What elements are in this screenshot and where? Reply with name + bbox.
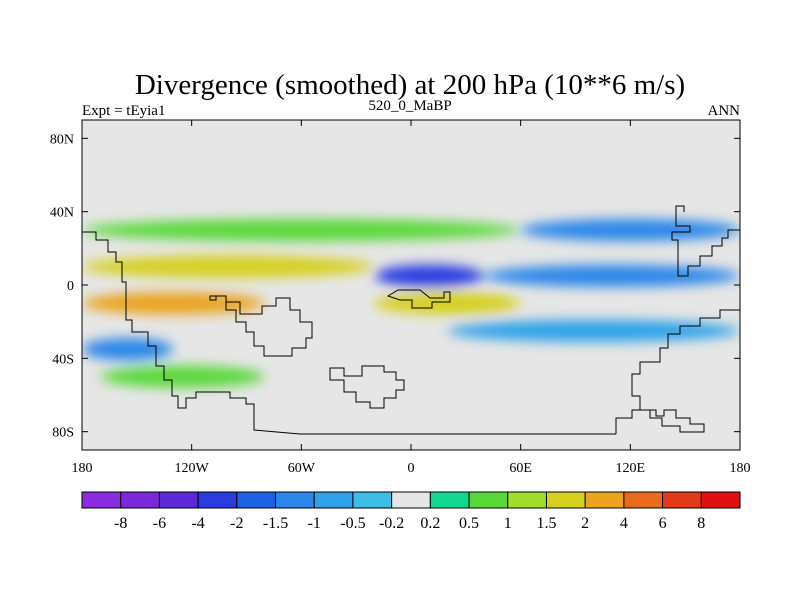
coast-southern-landmass: [329, 365, 405, 409]
colorbar-swatch: [120, 491, 160, 509]
colorbar-swatch: [507, 491, 547, 509]
x-tick-label: 0: [408, 461, 415, 476]
colorbar-level-label: 0.2: [420, 515, 440, 532]
colorbar-level-label: -1.5: [263, 515, 288, 532]
field-band-7: [374, 292, 521, 315]
field-band-4: [374, 264, 485, 287]
y-tick-label: 0: [67, 279, 74, 294]
colorbar-swatch: [429, 491, 470, 509]
colorbar-level-label: 4: [620, 515, 628, 532]
field-band-6: [82, 292, 265, 315]
coast-maritime-australia: [615, 309, 740, 434]
x-tick-label: 60E: [509, 461, 532, 476]
field-band-9: [82, 338, 174, 361]
x-tick-label: 180: [72, 461, 93, 476]
colorbar-level-label: -6: [153, 515, 166, 532]
x-tick-label: 180: [730, 461, 751, 476]
experiment-label: Expt = tEyia1: [82, 103, 165, 119]
colorbar-level-label: 8: [697, 515, 705, 532]
colorbar-level-label: 0.5: [459, 515, 479, 532]
field-band-8: [447, 319, 740, 342]
colorbar-level-label: 6: [659, 515, 667, 532]
field-band-2: [520, 219, 740, 241]
colorbar-level-label: 1.5: [536, 515, 556, 532]
x-tick-label: 60W: [288, 461, 316, 476]
field-band-10: [100, 365, 265, 388]
colorbar-level-label: -2: [230, 515, 243, 532]
colorbar-level-label: -1: [308, 515, 321, 532]
colorbar-swatch: [391, 491, 431, 509]
colorbar-swatch: [468, 491, 509, 509]
x-axis: 180 120W 60W 0 60E 120E 180: [72, 120, 751, 476]
colorbar-swatch: [623, 491, 664, 509]
y-tick-label: 40S: [52, 352, 74, 367]
colorbar-level-label: 2: [581, 515, 589, 532]
chart-title: Divergence (smoothed) at 200 hPa (10**6 …: [135, 69, 685, 101]
colorbar-swatch: [700, 491, 741, 509]
colorbar-swatch: [236, 491, 277, 509]
field-band-1: [82, 219, 521, 241]
colorbar-swatch: [545, 491, 586, 509]
y-tick-label: 40N: [50, 206, 74, 221]
x-tick-label: 120W: [175, 461, 210, 476]
y-tick-label: 80N: [50, 132, 74, 147]
continent-outlines: [82, 205, 740, 435]
colorbar-swatch: [584, 491, 625, 509]
colorbar-swatch: [275, 491, 315, 509]
coast-africa: [386, 289, 451, 309]
field-band-3: [82, 255, 375, 278]
colorbar-level-label: -0.5: [340, 515, 365, 532]
colorbar-level-label: -8: [114, 515, 127, 532]
colorbar-level-label: -0.2: [379, 515, 404, 532]
colorbar-level-label: 1: [504, 515, 512, 532]
coast-south-america: [209, 295, 313, 357]
colorbar-swatch: [662, 491, 702, 509]
colorbar: -8 -6 -4 -2 -1.5 -1 -0.5 -0.2 0.2 0.5 1 1.5 2 4 6 8: [81, 491, 741, 532]
colorbar-swatch: [352, 491, 393, 509]
coast-western-americas: [82, 231, 616, 435]
season-label: ANN: [708, 103, 741, 119]
colorbar-level-label: -4: [191, 515, 204, 532]
y-tick-label: 80S: [52, 426, 74, 441]
colorbar-swatch: [197, 491, 238, 509]
field-band-5: [484, 264, 740, 287]
colorbar-swatch: [313, 491, 354, 509]
colorbar-swatch: [81, 491, 122, 509]
coast-east-asia: [671, 205, 740, 277]
x-tick-label: 120E: [616, 461, 646, 476]
divergence-field: [82, 219, 740, 388]
colorbar-swatch: [158, 491, 199, 509]
y-axis: 80N 40N 0 40S 80S: [50, 132, 740, 441]
run-label: 520_0_MaBP: [368, 98, 451, 114]
